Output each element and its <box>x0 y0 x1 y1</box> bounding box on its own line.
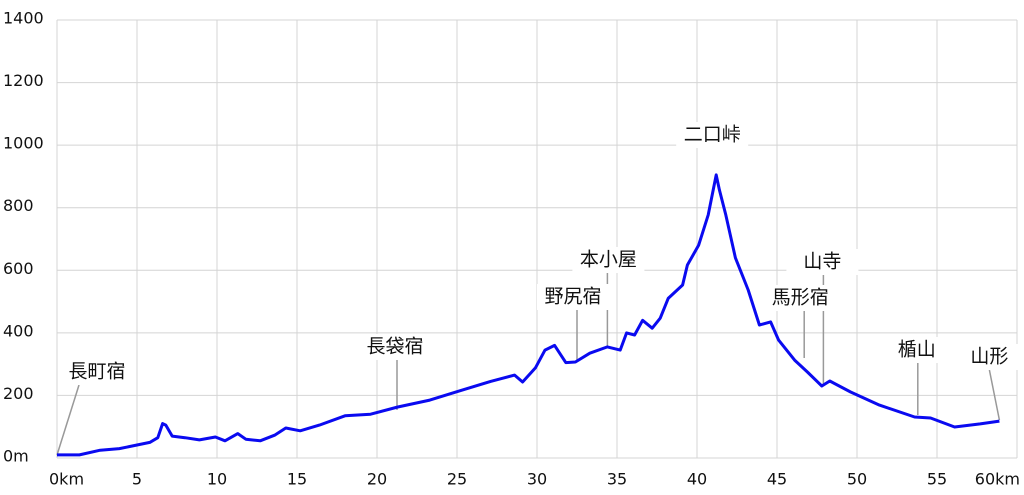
annotation: 野尻宿 <box>544 286 601 308</box>
y-tick-label: 400 <box>3 321 34 340</box>
y-tick-label: 0m <box>3 447 29 466</box>
annotation: 山形 <box>970 346 1008 368</box>
x-tick-label: 15 <box>287 470 307 489</box>
x-tick-label: 50 <box>847 470 867 489</box>
x-tick-label: 25 <box>447 470 467 489</box>
label-bg <box>676 122 749 148</box>
x-tick-label: 30 <box>527 470 547 489</box>
annotation: 二口峠 <box>684 124 741 146</box>
x-tick-label: 35 <box>607 470 627 489</box>
annotation: 山寺 <box>803 251 841 273</box>
leader-line <box>988 369 1001 421</box>
y-tick-label: 600 <box>3 259 34 278</box>
y-tick-label: 200 <box>3 384 34 403</box>
x-tick-label: 40 <box>687 470 707 489</box>
label-bg <box>61 359 133 385</box>
label-bg <box>764 285 837 311</box>
x-tick-label: 5 <box>132 470 142 489</box>
elevation-line <box>57 173 1000 457</box>
x-tick-label: 60km <box>975 470 1020 489</box>
x-tick-label: 45 <box>767 470 787 489</box>
x-tick-label: 10 <box>207 470 227 489</box>
y-tick-label: 800 <box>3 196 34 215</box>
label-bg <box>537 284 609 310</box>
leader-line <box>56 384 80 456</box>
annotation: 本小屋 <box>580 249 637 271</box>
annotation: 楯山 <box>898 339 936 361</box>
label-bg <box>953 344 1024 370</box>
y-tick-label: 1200 <box>3 71 44 90</box>
x-tick-label: 20 <box>367 470 387 489</box>
y-tick-label: 1400 <box>3 9 44 28</box>
label-bg <box>359 334 431 360</box>
annotation: 馬形宿 <box>772 287 829 309</box>
x-tick-label: 55 <box>927 470 947 489</box>
annotation: 長町宿 <box>68 361 125 383</box>
label-bg <box>572 247 645 273</box>
annotation: 長袋宿 <box>366 336 423 358</box>
label-bg <box>880 337 953 363</box>
label-bg <box>786 249 859 275</box>
x-tick-label: 0km <box>49 470 84 489</box>
y-tick-label: 1000 <box>3 134 44 153</box>
